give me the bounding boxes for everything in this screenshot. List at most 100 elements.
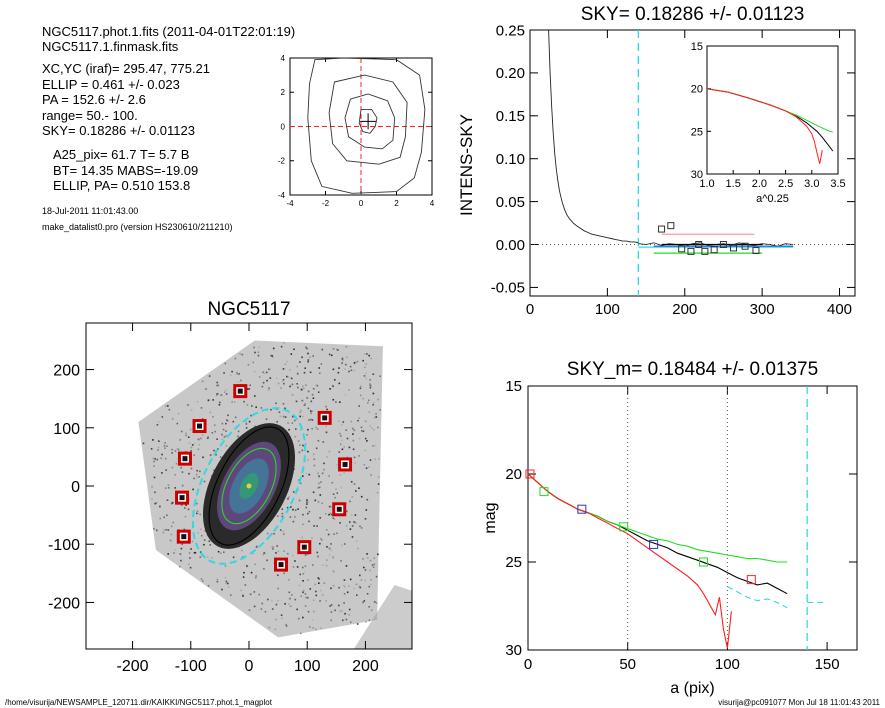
image-speckle	[368, 585, 370, 588]
image-speckle	[275, 603, 278, 606]
image-speckle	[289, 385, 291, 388]
image-speckle	[207, 436, 209, 438]
image-speckle	[201, 380, 204, 383]
image-speckle	[278, 411, 281, 413]
image-speckle	[214, 430, 216, 433]
sky-box-marker-core	[182, 456, 188, 462]
image-speckle	[291, 594, 293, 596]
image-speckle	[174, 549, 177, 551]
image-speckle	[341, 357, 344, 360]
image-ytick-label: 200	[53, 363, 80, 380]
image-speckle	[315, 594, 318, 597]
sky-profile-line	[548, 29, 639, 244]
image-speckle	[333, 518, 336, 520]
image-speckle	[341, 610, 343, 612]
image-speckle	[202, 456, 204, 459]
image-speckle	[166, 499, 169, 501]
header-line-5: range= 50.- 100.	[42, 108, 138, 123]
image-speckle	[346, 356, 348, 359]
image-speckle	[216, 393, 219, 395]
image-speckle	[307, 610, 310, 613]
mag-frame	[527, 385, 858, 651]
image-speckle	[269, 368, 271, 371]
image-speckle	[345, 510, 348, 513]
image-speckle	[315, 426, 317, 429]
image-speckle	[325, 405, 327, 408]
image-speckle	[240, 589, 242, 592]
image-speckle	[180, 559, 182, 562]
image-speckle	[363, 463, 366, 466]
image-speckle	[299, 411, 301, 414]
image-speckle	[297, 508, 299, 510]
image-speckle	[363, 375, 366, 377]
image-speckle	[296, 608, 298, 611]
sky-frame	[529, 29, 856, 297]
image-speckle	[340, 424, 343, 426]
image-speckle	[300, 409, 302, 412]
image-speckle	[374, 444, 377, 447]
contour-ytick-label: 0	[281, 122, 286, 131]
image-speckle	[262, 553, 265, 556]
image-speckle	[325, 564, 328, 567]
sky-xtick-label: 400	[827, 301, 852, 318]
image-speckle	[221, 588, 223, 591]
image-speckle	[266, 379, 268, 382]
image-speckle	[270, 354, 272, 357]
mag-square-marker	[746, 575, 756, 585]
image-speckle	[237, 435, 239, 438]
sky-square-marker	[695, 241, 703, 249]
image-speckle	[171, 501, 174, 504]
image-speckle	[349, 528, 352, 530]
image-speckle	[330, 506, 332, 508]
image-speckle	[163, 529, 165, 531]
sky-square-marker	[687, 247, 695, 255]
image-speckle	[294, 598, 297, 601]
image-speckle	[220, 394, 222, 396]
image-speckle	[315, 628, 317, 631]
mag-series-cyan	[727, 586, 788, 609]
image-speckle	[293, 468, 295, 470]
image-speckle	[332, 584, 335, 587]
image-speckle	[246, 388, 249, 390]
image-speckle	[267, 389, 270, 391]
image-speckle	[260, 407, 263, 409]
image-speckle	[276, 545, 278, 547]
image-speckle	[358, 455, 360, 457]
image-speckle	[183, 528, 186, 531]
image-speckle	[189, 428, 192, 431]
image-speckle	[262, 381, 265, 384]
image-speckle	[303, 571, 306, 574]
image-speckle	[227, 414, 229, 417]
image-speckle	[268, 387, 270, 389]
image-speckle	[321, 564, 324, 566]
image-speckle	[315, 590, 317, 593]
isophote-ellipse-green	[221, 447, 277, 525]
image-speckle	[284, 407, 286, 410]
image-speckle	[367, 557, 369, 559]
image-speckle	[153, 476, 156, 479]
contour-level-1	[344, 93, 396, 150]
image-speckle	[373, 401, 376, 404]
image-speckle	[366, 440, 368, 442]
image-speckle	[296, 383, 298, 385]
image-speckle	[328, 450, 331, 453]
image-speckle	[342, 619, 344, 622]
image-speckle	[358, 405, 360, 407]
image-speckle	[165, 529, 167, 531]
image-speckle	[353, 456, 356, 459]
image-speckle	[299, 482, 302, 485]
inset-frame	[706, 45, 839, 175]
image-speckle	[172, 521, 174, 524]
image-speckle	[341, 358, 344, 361]
image-speckle	[207, 585, 210, 587]
image-speckle	[326, 546, 328, 548]
image-speckle	[253, 591, 256, 593]
image-speckle	[304, 605, 307, 607]
image-speckle	[283, 572, 285, 575]
image-speckle	[181, 471, 184, 473]
image-speckle	[369, 379, 371, 381]
image-speckle	[207, 437, 209, 439]
image-speckle	[157, 449, 159, 451]
image-speckle	[372, 445, 374, 447]
image-speckle	[351, 427, 354, 430]
